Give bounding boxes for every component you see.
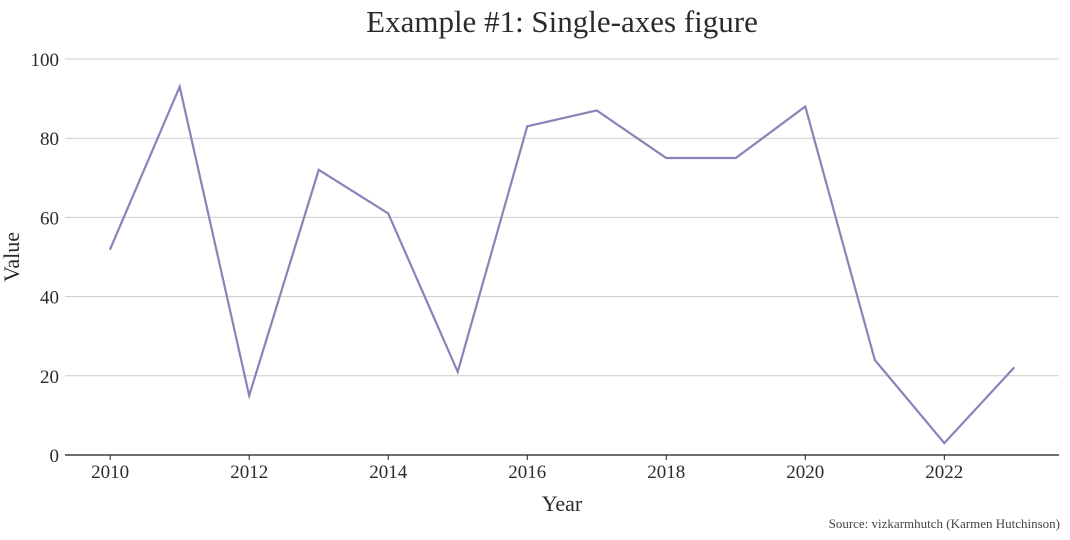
data-point-2022 (943, 442, 946, 445)
data-point-2018 (665, 157, 668, 159)
y-tick-label-100: 100 (31, 50, 60, 71)
chart-title: Example #1: Single-axes figure (366, 4, 758, 39)
y-tick-label-20: 20 (40, 367, 59, 388)
x-tick-label-2018: 2018 (647, 462, 685, 483)
data-point-2019 (734, 157, 737, 159)
data-point-2011 (178, 85, 181, 88)
data-point-2010 (109, 248, 112, 251)
gridlines (65, 58, 1059, 377)
y-tick-label-0: 0 (50, 446, 60, 467)
data-point-2016 (526, 125, 529, 128)
y-tick-label-60: 60 (40, 208, 59, 229)
series-line-0 (109, 83, 1015, 445)
x-tick-label-2010: 2010 (91, 462, 129, 483)
data-point-2017 (595, 109, 598, 112)
data-point-2014 (387, 212, 390, 215)
data-point-2023 (1012, 366, 1015, 369)
y-tick-labels: 0 20 40 60 80 100 (31, 50, 60, 467)
data-point-2012 (248, 394, 251, 397)
x-axis-label: Year (542, 491, 583, 516)
x-tick-labels: 2010 2012 2014 2016 2018 2020 2022 (91, 455, 963, 483)
y-tick-label-40: 40 (40, 288, 59, 309)
data-point-2013 (317, 168, 320, 171)
y-tick-label-80: 80 (40, 129, 59, 150)
x-tick-label-2014: 2014 (369, 462, 408, 483)
data-point-2020 (804, 105, 807, 108)
x-tick-label-2012: 2012 (230, 462, 268, 483)
source-note: Source: vizkarmhutch (Karmen Hutchinson) (829, 516, 1060, 531)
data-point-2021 (873, 358, 876, 361)
x-tick-label-2020: 2020 (786, 462, 824, 483)
x-tick-label-2022: 2022 (925, 462, 963, 483)
series-group (109, 83, 1015, 445)
x-tick-label-2016: 2016 (508, 462, 546, 483)
data-point-2015 (456, 370, 459, 373)
y-axis-label: Value (0, 232, 24, 282)
